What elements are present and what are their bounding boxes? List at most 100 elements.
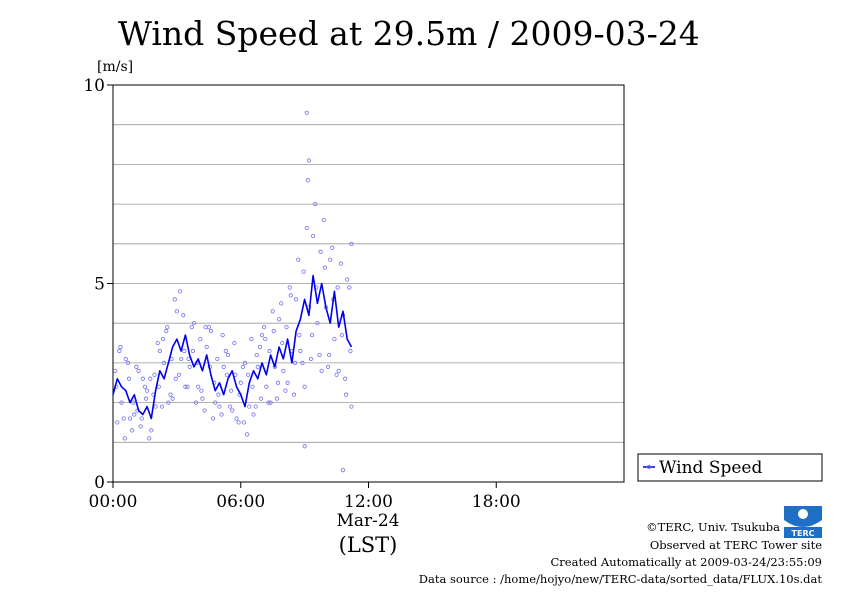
gridlines — [113, 124, 624, 443]
scatter-point — [305, 178, 310, 183]
scatter-point — [294, 297, 299, 302]
scatter-point — [144, 388, 150, 393]
y-tick-label: 0 — [94, 473, 105, 493]
scatter-point — [189, 325, 194, 330]
scatter-point — [304, 110, 309, 115]
scatter-point — [236, 420, 241, 425]
scatter-point — [255, 364, 260, 369]
scatter-point — [302, 384, 307, 389]
scatter-point — [304, 225, 309, 231]
scatter-point — [199, 388, 204, 393]
scatter-point — [148, 376, 153, 381]
scatter-point — [267, 348, 272, 354]
scatter-point — [204, 344, 209, 350]
scatter-point — [338, 261, 343, 266]
scatter-point — [330, 245, 335, 250]
scatter-point — [287, 285, 292, 290]
created-text: Created Automatically at 2009-03-24/23:5… — [551, 555, 823, 569]
scatter-point — [190, 348, 195, 354]
scatter-point — [140, 376, 145, 381]
x-axis-label: (LST) — [339, 533, 398, 557]
scatter-point — [347, 285, 352, 290]
scatter-point — [285, 380, 290, 385]
scatter-point — [296, 257, 301, 262]
scatter-point — [241, 420, 247, 425]
scatter-point — [276, 317, 282, 322]
scatter-point — [215, 356, 220, 362]
scatter-point — [221, 364, 226, 369]
scatter-point — [308, 356, 314, 362]
scatter-point — [302, 444, 307, 449]
chart-title: Wind Speed at 29.5m / 2009-03-24 — [118, 14, 700, 53]
scatter-point — [291, 392, 297, 397]
scatter-point — [213, 400, 218, 405]
scatter-point — [200, 396, 205, 401]
scatter-point — [126, 376, 132, 381]
scatter-point — [217, 404, 222, 409]
scatter-point — [136, 368, 141, 373]
scatter-point — [300, 360, 305, 365]
scatter-point — [245, 432, 250, 437]
y-tick-label: 10 — [83, 76, 105, 96]
scatter-point — [130, 428, 135, 433]
scatter-point — [224, 372, 230, 377]
scatter-point — [168, 392, 173, 397]
scatter-point — [127, 416, 133, 421]
scatter-point — [234, 416, 239, 421]
scatter-point — [179, 356, 184, 362]
scatter-point — [202, 408, 207, 413]
copyright-text: ©TERC, Univ. Tsukuba — [646, 520, 780, 534]
source-text: Data source : /home/hojyo/new/TERC-data/… — [419, 572, 823, 586]
legend-label: Wind Speed — [659, 458, 762, 478]
scatter-point — [170, 396, 175, 401]
scatter-point — [327, 352, 332, 358]
legend: Wind Speed — [637, 453, 823, 482]
scatter-point — [250, 384, 255, 389]
x-tick-label: 12:00 — [344, 492, 393, 512]
scatter-point — [147, 436, 152, 441]
scatter-point — [247, 404, 252, 409]
scatter-point — [246, 372, 251, 377]
scatter-point — [139, 416, 144, 421]
scatter-point — [335, 285, 340, 290]
scatter-point — [157, 348, 162, 354]
scatter-point — [216, 392, 221, 397]
scatter-point — [336, 368, 341, 373]
scatter-point — [297, 333, 302, 338]
scatter-point — [134, 364, 139, 369]
axis-ticks — [107, 84, 497, 488]
scatter-point — [257, 344, 263, 350]
scatter-point — [173, 376, 178, 381]
terc-logo: TERC — [784, 506, 822, 538]
y-axis-label: [m/s] — [97, 59, 133, 75]
scatter-point — [325, 364, 331, 369]
scatter-point — [183, 384, 188, 389]
tick-labels: 0 5 10 00:00 06:00 12:00 18:00 — [83, 76, 520, 512]
scatter-point — [259, 333, 265, 338]
mean-line-group — [112, 274, 353, 420]
scatter-point — [284, 325, 289, 330]
scatter-point — [340, 467, 346, 473]
scatter-points — [113, 110, 354, 473]
scatter-point — [301, 269, 306, 274]
observed-text: Observed at TERC Tower site — [650, 538, 822, 552]
scatter-point — [143, 396, 149, 401]
scatter-point — [220, 333, 225, 338]
legend-point-marker — [646, 464, 652, 470]
scatter-point — [176, 372, 182, 377]
scatter-point — [164, 329, 169, 334]
scatter-point — [166, 400, 171, 405]
scatter-point — [315, 321, 320, 326]
scatter-point — [185, 384, 190, 389]
y-tick-label: 5 — [94, 275, 105, 295]
scatter-point — [258, 396, 264, 401]
scatter-point — [332, 336, 337, 342]
scatter-point — [313, 202, 318, 207]
scatter-point — [210, 416, 216, 421]
scatter-point — [228, 404, 233, 409]
scatter-point — [263, 336, 268, 342]
scatter-point — [203, 325, 208, 330]
scatter-point — [191, 321, 197, 326]
scatter-point — [208, 329, 214, 334]
terc-logo-drop-icon — [798, 509, 808, 519]
